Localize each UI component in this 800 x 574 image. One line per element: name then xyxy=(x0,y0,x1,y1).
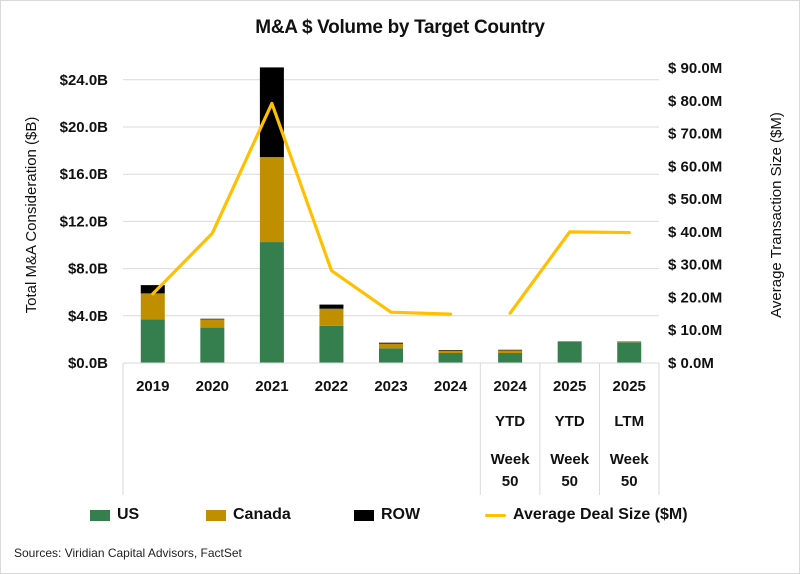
bar-row xyxy=(498,349,523,351)
bar-row xyxy=(319,304,344,309)
bar-row xyxy=(379,342,403,344)
bar-row xyxy=(438,350,463,351)
y2-tick-label: $ 90.0M xyxy=(668,60,722,77)
x-tick-label: YTD xyxy=(495,413,525,430)
y-tick-label: $4.0B xyxy=(68,308,108,325)
bar-us xyxy=(259,242,284,363)
source-note: Sources: Viridian Capital Advisors, Fact… xyxy=(14,546,242,560)
x-tick-label: 50 xyxy=(561,473,578,490)
gridlines xyxy=(123,79,659,317)
y2-tick-label: $ 80.0M xyxy=(668,93,722,110)
bar-us xyxy=(557,341,582,363)
bar-canada xyxy=(617,341,642,343)
bar-us xyxy=(319,325,344,363)
x-axis: 2019 2020 2021 2022 2023 2024 2024 YTD Week 50 202… xyxy=(122,362,660,495)
y2-axis-title: Average Transaction Size ($M) xyxy=(768,112,785,318)
bar-canada xyxy=(140,293,165,320)
y-tick-label: $8.0B xyxy=(68,261,108,278)
y2-tick-label: $ 30.0M xyxy=(668,257,722,274)
x-tick-label: 2025 xyxy=(553,378,586,395)
x-tick-label: 2021 xyxy=(255,378,288,395)
legend-swatch-canada xyxy=(206,509,226,521)
y2-tick-label: $ 0.0M xyxy=(668,355,714,372)
bar-us xyxy=(617,342,642,363)
bar-row xyxy=(259,67,284,158)
bar-canada xyxy=(498,350,523,353)
chart-title: M&A $ Volume by Target Country xyxy=(255,17,545,38)
bar-us xyxy=(140,319,165,363)
y-tick-label: $20.0B xyxy=(60,119,109,136)
x-tick-label: 2024 xyxy=(434,378,468,395)
legend: US Canada ROW Average Deal Size ($M) xyxy=(0,506,800,528)
x-tick-label: 2023 xyxy=(374,378,407,395)
legend-item-avg-deal-size: Average Deal Size ($M) xyxy=(485,506,688,524)
y2-tick-label: $ 60.0M xyxy=(668,158,722,175)
bar-row xyxy=(200,318,225,320)
x-tick-label: LTM xyxy=(614,413,644,430)
x-tick-label: 2025 xyxy=(613,378,646,395)
line-series xyxy=(151,101,631,316)
line-avg-deal-size xyxy=(508,230,631,315)
y2-tick-label: $ 50.0M xyxy=(668,191,722,208)
y-axis-left: $0.0B $4.0B $8.0B $12.0B $16.0B $20.0B $24.0B xyxy=(60,72,109,372)
legend-label-us: US xyxy=(117,506,140,523)
x-tick-label: 50 xyxy=(502,473,519,490)
bar-us xyxy=(200,327,225,363)
x-tick-label: 2019 xyxy=(136,378,169,395)
legend-item-row: ROW xyxy=(354,506,420,524)
bar-canada xyxy=(200,319,225,328)
y-tick-label: $12.0B xyxy=(60,213,109,230)
x-tick-label: 2020 xyxy=(196,378,229,395)
bar-canada xyxy=(438,350,463,353)
x-tick-label: Week xyxy=(491,451,531,468)
y-axis-title: Total M&A Consideration ($B) xyxy=(23,117,40,314)
x-tick-label: YTD xyxy=(555,413,585,430)
y2-tick-label: $ 40.0M xyxy=(668,224,722,241)
legend-label-canada: Canada xyxy=(233,506,291,523)
y-tick-label: $16.0B xyxy=(60,166,109,183)
y-tick-label: $0.0B xyxy=(68,355,108,372)
y2-tick-label: $ 10.0M xyxy=(668,322,722,339)
x-tick-label: 50 xyxy=(621,473,638,490)
y-tick-label: $24.0B xyxy=(60,72,109,89)
bar-canada xyxy=(319,308,344,326)
line-avg-deal-size xyxy=(151,101,453,316)
y2-tick-label: $ 20.0M xyxy=(668,289,722,306)
legend-label-row: ROW xyxy=(381,506,421,523)
x-tick-label: Week xyxy=(610,451,650,468)
x-tick-label: Week xyxy=(550,451,590,468)
legend-swatch-row xyxy=(354,509,374,521)
bar-canada xyxy=(379,343,403,349)
legend-item-canada: Canada xyxy=(206,506,291,524)
legend-swatch-avg-deal-size xyxy=(485,513,506,517)
y2-tick-label: $ 70.0M xyxy=(668,126,722,143)
bar-canada xyxy=(259,157,284,243)
bar-row xyxy=(140,285,165,294)
bar-us xyxy=(379,348,403,363)
legend-swatch-us xyxy=(90,509,110,521)
y-axis-right: $ 0.0M $ 10.0M $ 20.0M $ 30.0M $ 40.0M $ 50.0… xyxy=(668,60,722,372)
bars xyxy=(140,67,642,363)
x-tick-label: 2022 xyxy=(315,378,348,395)
x-tick-label: 2024 xyxy=(493,378,527,395)
bar-us xyxy=(438,352,463,363)
legend-item-us: US xyxy=(90,506,139,524)
bar-us xyxy=(498,352,523,363)
legend-label-avg-deal-size: Average Deal Size ($M) xyxy=(513,506,688,523)
